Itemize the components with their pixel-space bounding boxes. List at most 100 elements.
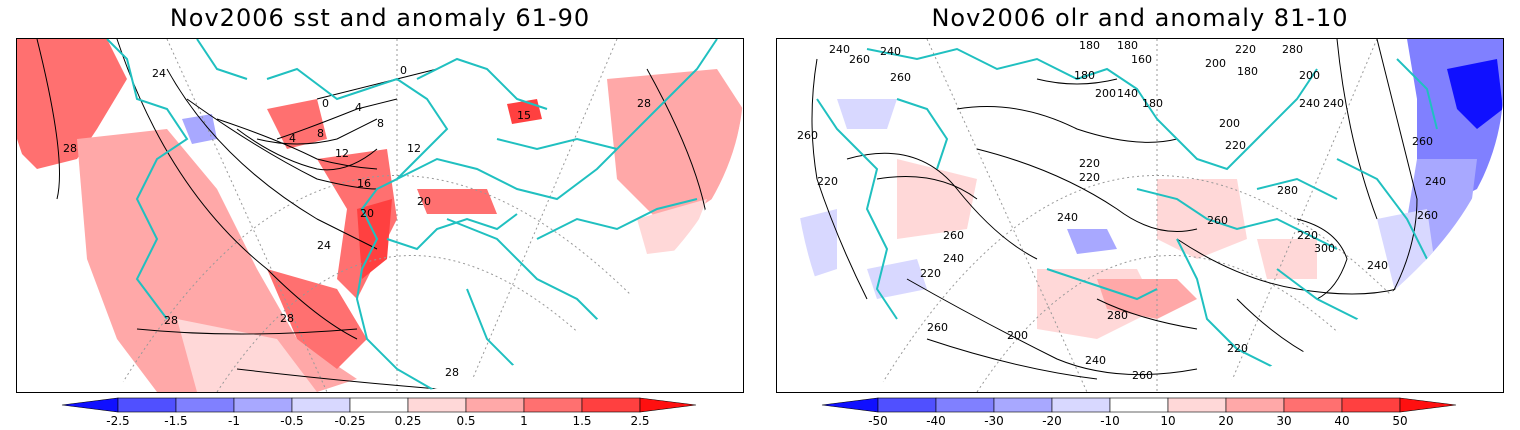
anomaly-patch xyxy=(182,114,217,144)
colorbar-swatch xyxy=(1225,397,1285,413)
contour-label: 220 xyxy=(1225,139,1246,152)
colorbar-swatch xyxy=(877,397,937,413)
contour-label: 240 xyxy=(943,252,964,265)
sst-panel: Nov2006 sst and anomaly 61-90 xyxy=(16,4,744,428)
contour-label: 260 xyxy=(890,71,911,84)
colorbar-swatch xyxy=(1341,397,1401,413)
anomaly-patch xyxy=(1097,279,1197,319)
colorbar-tick-label: -1 xyxy=(228,414,240,428)
colorbar-tick-label: 0.25 xyxy=(395,414,422,428)
contour-label: 28 xyxy=(445,366,459,379)
colorbar-swatch xyxy=(291,397,351,413)
contour-label: 4 xyxy=(355,101,362,114)
colorbar-swatch xyxy=(1283,397,1343,413)
sst-map: 0 0 4 4 8 8 12 12 15 16 20 20 24 24 28 2… xyxy=(16,38,744,393)
contour-label: 180 xyxy=(1142,97,1163,110)
colorbar-tick-label: 10 xyxy=(1160,414,1175,428)
colorbar-tick-label: -10 xyxy=(1100,414,1120,428)
contour-label: 240 xyxy=(1323,97,1344,110)
contour-label: 200 xyxy=(1007,329,1028,342)
colorbar-tick-label: 0.5 xyxy=(456,414,475,428)
olr-map-title: Nov2006 olr and anomaly 81-10 xyxy=(931,4,1349,32)
contour-label: 8 xyxy=(377,117,384,130)
contour-label: 12 xyxy=(407,142,421,155)
anomaly-patch xyxy=(1447,59,1503,129)
anomaly-patch xyxy=(417,189,497,214)
contour-label: 180 xyxy=(1079,39,1100,52)
contour-label: 28 xyxy=(280,312,294,325)
contour-label: 15 xyxy=(517,109,531,122)
contour-label: 24 xyxy=(152,67,166,80)
contour-label: 28 xyxy=(637,97,651,110)
colorbar-tick-label: 30 xyxy=(1276,414,1291,428)
colorbar-swatch xyxy=(465,397,525,413)
colorbar-tick-label: -1.5 xyxy=(164,414,187,428)
contour-label: 24 xyxy=(317,239,331,252)
colorbar-swatch xyxy=(349,397,409,413)
contour-label: 280 xyxy=(1277,184,1298,197)
colorbar-tick-label: 50 xyxy=(1392,414,1407,428)
contour-label: 220 xyxy=(1235,43,1256,56)
contour-label: 220 xyxy=(920,267,941,280)
contour-label: 4 xyxy=(289,132,296,145)
contour-label: 8 xyxy=(317,127,324,140)
sst-colorbar-svg: -2.5 -1.5 -1 -0.5 -0.25 0.25 0.5 1 1.5 2.5 xyxy=(61,397,697,428)
contour-label: 200 xyxy=(1299,69,1320,82)
colorbar-swatch xyxy=(1051,397,1111,413)
colorbar-tick-label: -0.5 xyxy=(280,414,303,428)
olr-panel: Nov2006 olr and anomaly 81-10 xyxy=(760,0,1520,430)
colorbar-swatch xyxy=(935,397,995,413)
contour-label: 280 xyxy=(1107,309,1128,322)
anomaly-patch xyxy=(267,99,327,149)
colorbar-tick-label: -2.5 xyxy=(106,414,129,428)
contour-label: 240 xyxy=(1425,175,1446,188)
contour-label: 0 xyxy=(322,97,329,110)
anomaly-patch xyxy=(1257,239,1317,279)
anomaly-patch xyxy=(317,149,397,299)
contour-label: 260 xyxy=(849,53,870,66)
contour-label: 280 xyxy=(1282,43,1303,56)
contour-label: 260 xyxy=(1207,214,1228,227)
contour-label: 16 xyxy=(357,177,371,190)
contour-label: 28 xyxy=(164,314,178,327)
colorbar-tick-label: 1.5 xyxy=(572,414,591,428)
colorbar-tick-label: 40 xyxy=(1334,414,1349,428)
contour-label: 260 xyxy=(1417,209,1438,222)
colorbar-swatch xyxy=(1167,397,1227,413)
sst-colorbar: -2.5 -1.5 -1 -0.5 -0.25 0.25 0.5 1 1.5 2.5 xyxy=(61,397,702,428)
colorbar-tick-label: -0.25 xyxy=(334,414,365,428)
contour-label: 260 xyxy=(927,321,948,334)
anomaly-patch xyxy=(1157,179,1247,259)
contour-label: 220 xyxy=(1297,229,1318,242)
olr-map-svg: 240 240 260 260 180 180 160 180 140 180 … xyxy=(777,39,1503,392)
sst-map-svg: 0 0 4 4 8 8 12 12 15 16 20 20 24 24 28 2… xyxy=(17,39,743,392)
colorbar-swatch xyxy=(1109,397,1169,413)
contour-label: 260 xyxy=(1132,369,1153,382)
anomaly-patch xyxy=(357,199,392,279)
colorbar-tick-label: 2.5 xyxy=(630,414,649,428)
contour-label: 220 xyxy=(1079,157,1100,170)
colorbar-tick-label: -30 xyxy=(984,414,1004,428)
colorbar-swatch xyxy=(993,397,1053,413)
contour-label: 220 xyxy=(1227,342,1248,355)
colorbar-swatch xyxy=(233,397,293,413)
contour-label: 240 xyxy=(829,43,850,56)
contour-label: 200 xyxy=(1205,57,1226,70)
olr-map: 240 240 260 260 180 180 160 180 140 180 … xyxy=(776,38,1504,393)
colorbar-swatches xyxy=(61,397,697,413)
olr-colorbar: -50 -40 -30 -20 -10 10 20 30 40 50 xyxy=(821,397,1462,428)
contour-label: 260 xyxy=(1412,135,1433,148)
colorbar-swatch xyxy=(117,397,177,413)
contour-label: 180 xyxy=(1117,39,1138,52)
anomaly-patch xyxy=(267,269,367,369)
sst-map-title: Nov2006 sst and anomaly 61-90 xyxy=(169,4,591,32)
contour-label: 220 xyxy=(817,175,838,188)
contour-label: 240 xyxy=(1299,97,1320,110)
contour-label: 240 xyxy=(880,45,901,58)
colorbar-tick-label: -50 xyxy=(868,414,888,428)
colorbar-arrow-left xyxy=(821,397,879,413)
colorbar-swatch xyxy=(175,397,235,413)
contour-label: 240 xyxy=(1085,354,1106,367)
contour-label: 0 xyxy=(400,64,407,77)
colorbar-tick-label: 1 xyxy=(520,414,528,428)
